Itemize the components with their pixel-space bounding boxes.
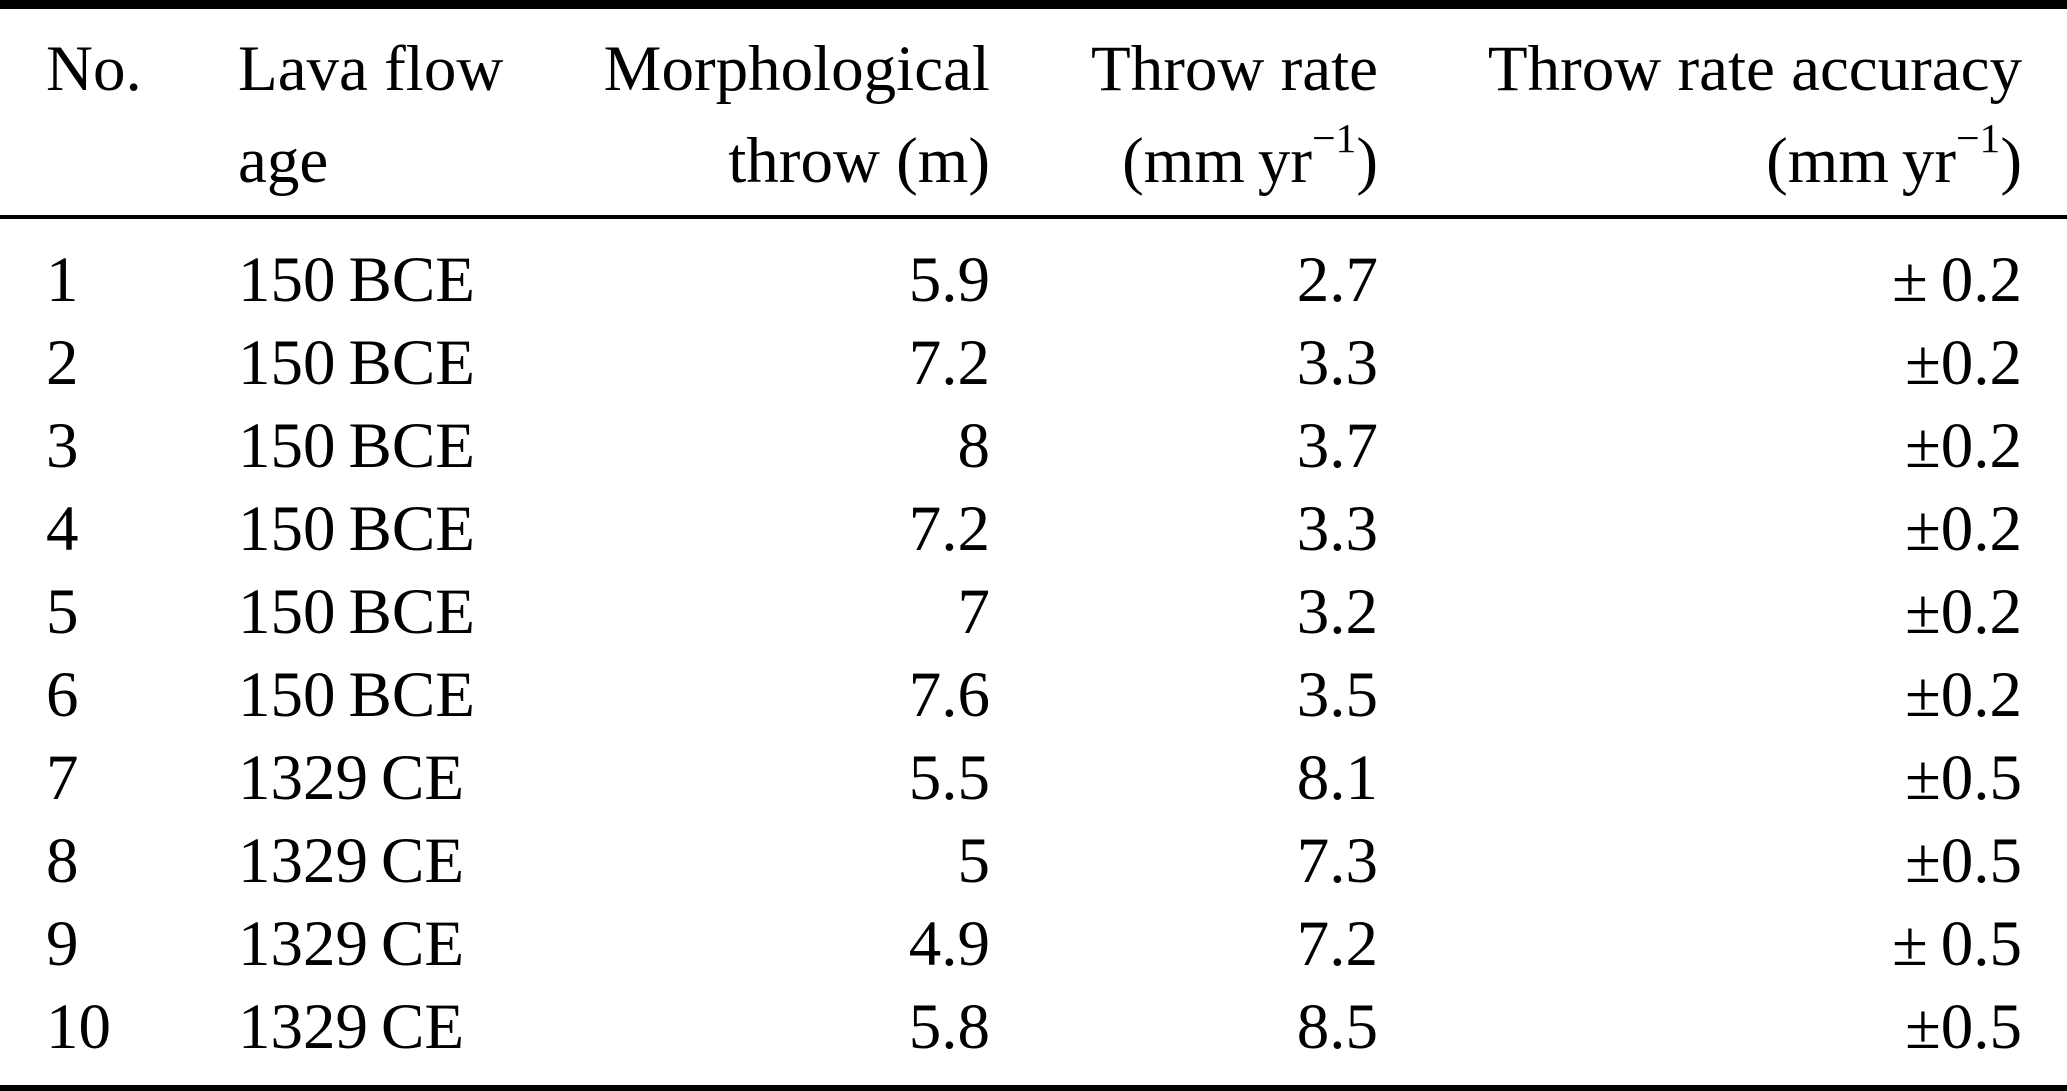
cell-accuracy: ±0.2	[1905, 493, 2022, 565]
cell-throw: 7	[957, 576, 991, 648]
cell-age: 1329 CE	[238, 825, 465, 897]
cell-rate: 3.7	[1296, 410, 1378, 482]
cell-accuracy: ±0.5	[1905, 825, 2022, 897]
cell-no: 6	[46, 659, 79, 731]
cell-no: 8	[46, 825, 79, 897]
cell-throw: 8	[957, 410, 991, 482]
cell-throw: 4.9	[908, 908, 990, 980]
table-body: 1 150 BCE 5.9 2.7 ± 0.2 2 150 BCE 7.2 3.…	[0, 217, 2067, 1089]
cell-throw: 5.5	[908, 742, 990, 814]
unit-exponent: −1	[1956, 115, 2001, 162]
cell-no: 1	[46, 244, 79, 316]
col-header-rate-unit: (mm yr−1)	[990, 115, 1378, 207]
cell-accuracy: ±0.2	[1905, 327, 2022, 399]
unit-prefix: (mm yr	[1122, 125, 1313, 197]
cell-rate: 7.3	[1296, 825, 1378, 897]
cell-no: 10	[46, 991, 111, 1063]
cell-rate: 3.3	[1296, 327, 1378, 399]
col-header-age-line2: age	[238, 125, 329, 197]
col-header-throw-rate-accuracy: Throw rate accuracy (mm yr−1)	[1378, 5, 2067, 218]
col-header-age-line1: Lava flow	[238, 33, 504, 105]
cell-throw: 7.6	[908, 659, 990, 731]
table-row: 2 150 BCE 7.2 3.3 ±0.2	[0, 322, 2067, 405]
cell-throw: 5	[957, 825, 991, 897]
unit-prefix: (mm yr	[1766, 125, 1957, 197]
cell-age: 1329 CE	[238, 742, 465, 814]
cell-no: 2	[46, 327, 79, 399]
cell-accuracy: ± 0.5	[1892, 908, 2022, 980]
col-header-throw-rate: Throw rate (mm yr−1)	[990, 5, 1378, 218]
col-header-throw-line1: Morphological	[603, 33, 990, 105]
table-row: 1 150 BCE 5.9 2.7 ± 0.2	[0, 217, 2067, 322]
cell-rate: 3.2	[1296, 576, 1378, 648]
cell-no: 4	[46, 493, 79, 565]
cell-rate: 2.7	[1296, 244, 1378, 316]
table-row: 9 1329 CE 4.9 7.2 ± 0.5	[0, 903, 2067, 986]
table-row: 10 1329 CE 5.8 8.5 ±0.5	[0, 986, 2067, 1089]
table-row: 4 150 BCE 7.2 3.3 ±0.2	[0, 488, 2067, 571]
cell-no: 5	[46, 576, 79, 648]
cell-accuracy: ±0.2	[1905, 659, 2022, 731]
col-header-morphological-throw: Morphological throw (m)	[512, 5, 990, 218]
cell-age: 150 BCE	[238, 410, 475, 482]
cell-no: 3	[46, 410, 79, 482]
cell-throw: 7.2	[908, 493, 990, 565]
cell-rate: 8.1	[1296, 742, 1378, 814]
unit-close: )	[2000, 125, 2022, 197]
cell-age: 1329 CE	[238, 991, 465, 1063]
cell-age: 1329 CE	[238, 908, 465, 980]
col-header-no-label: No.	[46, 33, 142, 105]
cell-throw: 5.9	[908, 244, 990, 316]
cell-rate: 8.5	[1296, 991, 1378, 1063]
cell-age: 150 BCE	[238, 327, 475, 399]
col-header-no: No.	[0, 5, 192, 218]
table-row: 8 1329 CE 5 7.3 ±0.5	[0, 820, 2067, 903]
cell-rate: 7.2	[1296, 908, 1378, 980]
cell-accuracy: ± 0.2	[1892, 244, 2022, 316]
cell-accuracy: ±0.2	[1905, 410, 2022, 482]
col-header-lava-flow-age: Lava flow age	[192, 5, 512, 218]
cell-age: 150 BCE	[238, 576, 475, 648]
cell-throw: 7.2	[908, 327, 990, 399]
cell-rate: 3.5	[1296, 659, 1378, 731]
cell-accuracy: ±0.5	[1905, 742, 2022, 814]
table-header: No. Lava flow age Morphological throw (m…	[0, 5, 2067, 218]
cell-rate: 3.3	[1296, 493, 1378, 565]
unit-close: )	[1356, 125, 1378, 197]
table-row: 7 1329 CE 5.5 8.1 ±0.5	[0, 737, 2067, 820]
unit-exponent: −1	[1312, 115, 1357, 162]
col-header-accuracy-unit: (mm yr−1)	[1378, 115, 2022, 207]
cell-age: 150 BCE	[238, 244, 475, 316]
cell-no: 7	[46, 742, 79, 814]
cell-accuracy: ±0.2	[1905, 576, 2022, 648]
col-header-accuracy-line1: Throw rate accuracy	[1487, 33, 2022, 105]
table-row: 5 150 BCE 7 3.2 ±0.2	[0, 571, 2067, 654]
cell-accuracy: ±0.5	[1905, 991, 2022, 1063]
col-header-throw-line2: throw (m)	[728, 125, 990, 197]
cell-age: 150 BCE	[238, 659, 475, 731]
cell-throw: 5.8	[908, 991, 990, 1063]
col-header-rate-line1: Throw rate	[1091, 33, 1378, 105]
table-row: 3 150 BCE 8 3.7 ±0.2	[0, 405, 2067, 488]
cell-no: 9	[46, 908, 79, 980]
cell-age: 150 BCE	[238, 493, 475, 565]
header-row: No. Lava flow age Morphological throw (m…	[0, 5, 2067, 218]
table-row: 6 150 BCE 7.6 3.5 ±0.2	[0, 654, 2067, 737]
